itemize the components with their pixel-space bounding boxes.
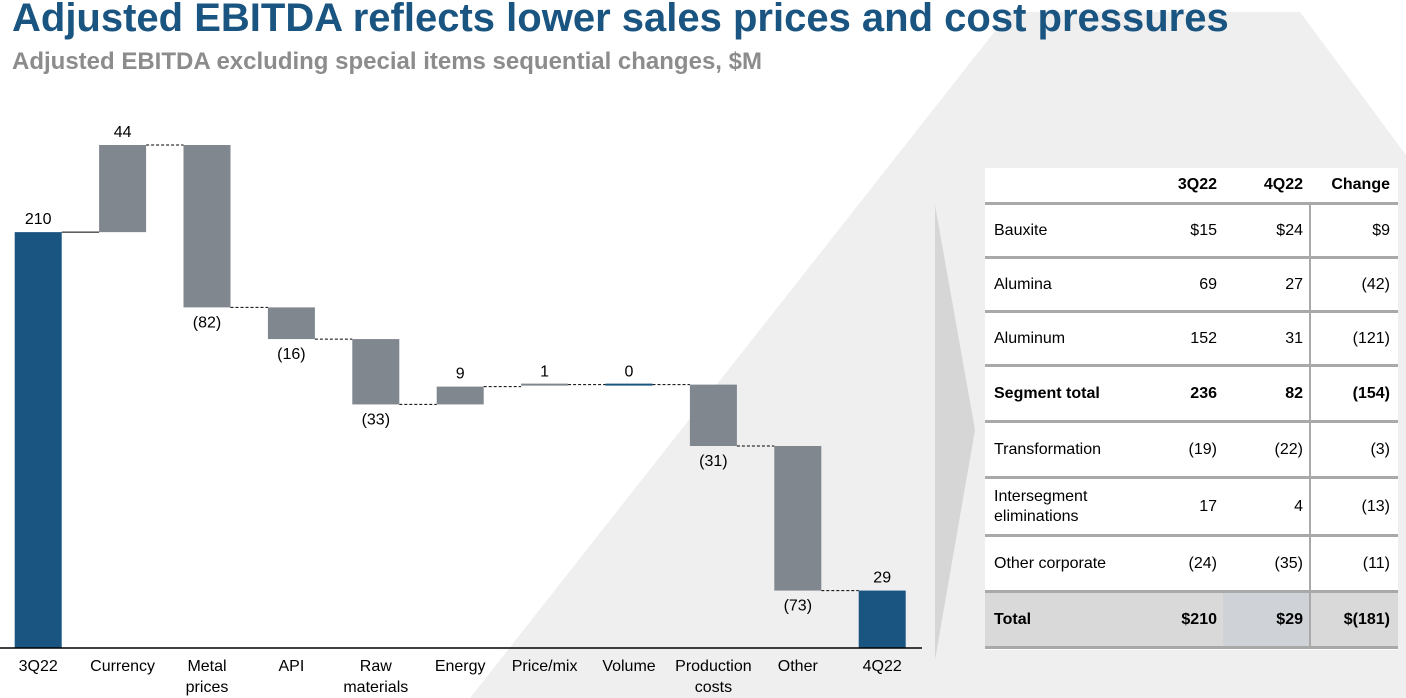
value-label: (31): [699, 453, 727, 470]
cell: 69: [1199, 275, 1217, 293]
cell: $9: [1372, 221, 1390, 239]
table-row: Bauxite $15 $24 $9: [985, 205, 1398, 259]
table: 3Q22 4Q22 Change Bauxite $15 $24 $9 Alumina 69 27…: [985, 168, 1398, 649]
table-row: Intersegment eliminations 17 4 (13): [985, 479, 1398, 537]
table-row: Transformation (19) (22) (3): [985, 423, 1398, 479]
cell: (42): [1361, 275, 1390, 293]
column-header: 3Q22: [1177, 176, 1217, 193]
x-tick-label: Volume: [602, 658, 656, 675]
cell: (22): [1274, 440, 1303, 458]
table-row: Total $210 $29 $(181): [985, 593, 1398, 649]
table-row: Segment total 236 82 (154): [985, 367, 1398, 423]
x-tick-label: API: [278, 658, 305, 675]
x-tick-label: Production costs: [675, 658, 752, 696]
row-label: Bauxite: [994, 221, 1048, 239]
x-tick-label: Metal prices: [185, 658, 229, 696]
value-label: 1: [540, 364, 549, 381]
row-label: Alumina: [994, 275, 1052, 293]
value-label: 44: [114, 124, 132, 141]
table-row: Other corporate (24) (35) (11): [985, 537, 1398, 593]
cell: $24: [1276, 221, 1303, 239]
bar: [352, 339, 400, 405]
cell: 236: [1190, 384, 1217, 402]
callout-shape: [935, 205, 975, 660]
cell: (121): [1352, 329, 1390, 347]
chart: 210 44 (82) (16) (33) 9 1 0 (31) (73) 29: [0, 124, 922, 649]
x-tick-label: 3Q22: [18, 658, 58, 675]
cell: 152: [1190, 329, 1217, 347]
cell: $29: [1276, 610, 1303, 628]
row-label: Intersegment eliminations: [994, 487, 1088, 525]
value-label: 210: [25, 211, 52, 228]
cell: 4: [1294, 497, 1303, 515]
row-label: Transformation: [994, 440, 1101, 458]
table-header: 3Q22 4Q22 Change: [985, 168, 1398, 205]
bar: [436, 386, 484, 405]
row-label: Other corporate: [994, 554, 1107, 572]
subtitle: Adjusted EBITDA excluding special items …: [12, 48, 762, 75]
x-tick-label: Currency: [90, 658, 156, 675]
cell: $15: [1190, 221, 1217, 239]
cell: 27: [1285, 275, 1303, 293]
value-label: (33): [362, 411, 390, 428]
bar: [183, 145, 231, 308]
cell: (35): [1274, 554, 1303, 572]
x-tick-label: Raw materials: [343, 658, 409, 696]
cell: (24): [1188, 554, 1217, 572]
cell: 82: [1285, 384, 1303, 402]
value-label: 29: [873, 570, 891, 587]
column-divider: [1309, 202, 1311, 649]
value-label: (16): [277, 346, 305, 363]
cell: (11): [1362, 554, 1390, 572]
title: Adjusted EBITDA reflects lower sales pri…: [12, 0, 1229, 40]
bar: [521, 383, 569, 386]
cell: (13): [1361, 497, 1390, 515]
cell-shade: [1223, 593, 1310, 646]
row-label: Segment total: [994, 384, 1100, 402]
cell: $210: [1181, 610, 1217, 628]
x-tick-label: Price/mix: [511, 658, 578, 675]
cell: 17: [1199, 497, 1217, 515]
column-header: 4Q22: [1263, 176, 1303, 193]
bar: [99, 145, 147, 233]
x-tick-label: Energy: [434, 658, 486, 675]
row-label: Total: [994, 610, 1032, 628]
value-label: (82): [193, 314, 221, 331]
column-header: Change: [1331, 176, 1390, 193]
cell: $(181): [1343, 610, 1390, 628]
table-row: Aluminum 152 31 (121): [985, 313, 1398, 367]
x-tick-label: 4Q22: [862, 658, 902, 675]
value-label: (73): [784, 598, 812, 615]
row-label: Aluminum: [994, 329, 1066, 347]
bar: [774, 446, 822, 591]
bar: [14, 232, 62, 649]
bar: [267, 307, 315, 340]
cell: 31: [1285, 329, 1303, 347]
value-label: 0: [625, 364, 634, 381]
table-row: Alumina 69 27 (42): [985, 259, 1398, 313]
bar: [858, 590, 906, 648]
table-bg: [985, 168, 1398, 650]
bar: [689, 384, 737, 447]
x-tick-label: Other: [777, 658, 818, 675]
cell: (19): [1188, 440, 1217, 458]
cell: (3): [1370, 440, 1390, 458]
bar: [605, 383, 653, 386]
value-label: 9: [456, 366, 465, 383]
cell: (154): [1352, 384, 1390, 402]
